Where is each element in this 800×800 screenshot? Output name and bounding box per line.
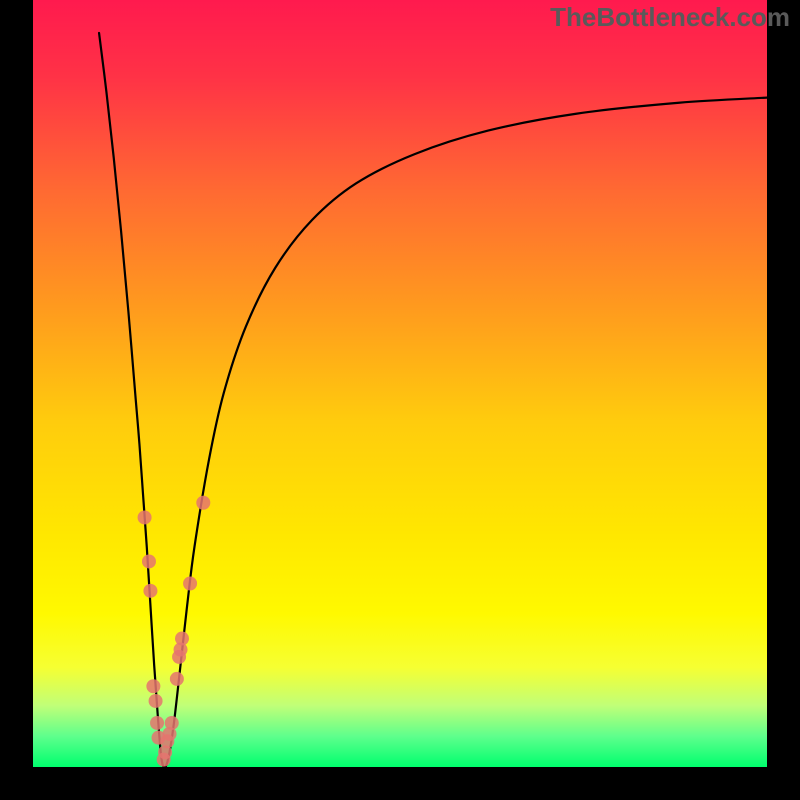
bottleneck-chart: TheBottleneck.com — [0, 0, 800, 800]
data-marker — [175, 632, 189, 646]
chart-canvas — [0, 0, 800, 800]
data-marker — [196, 496, 210, 510]
data-marker — [149, 694, 163, 708]
data-marker — [150, 716, 164, 730]
data-marker — [165, 716, 179, 730]
data-marker — [170, 672, 184, 686]
data-marker — [146, 679, 160, 693]
watermark-text: TheBottleneck.com — [550, 2, 790, 33]
data-marker — [142, 554, 156, 568]
plot-background — [33, 0, 767, 767]
data-marker — [143, 584, 157, 598]
data-marker — [183, 577, 197, 591]
data-marker — [138, 510, 152, 524]
